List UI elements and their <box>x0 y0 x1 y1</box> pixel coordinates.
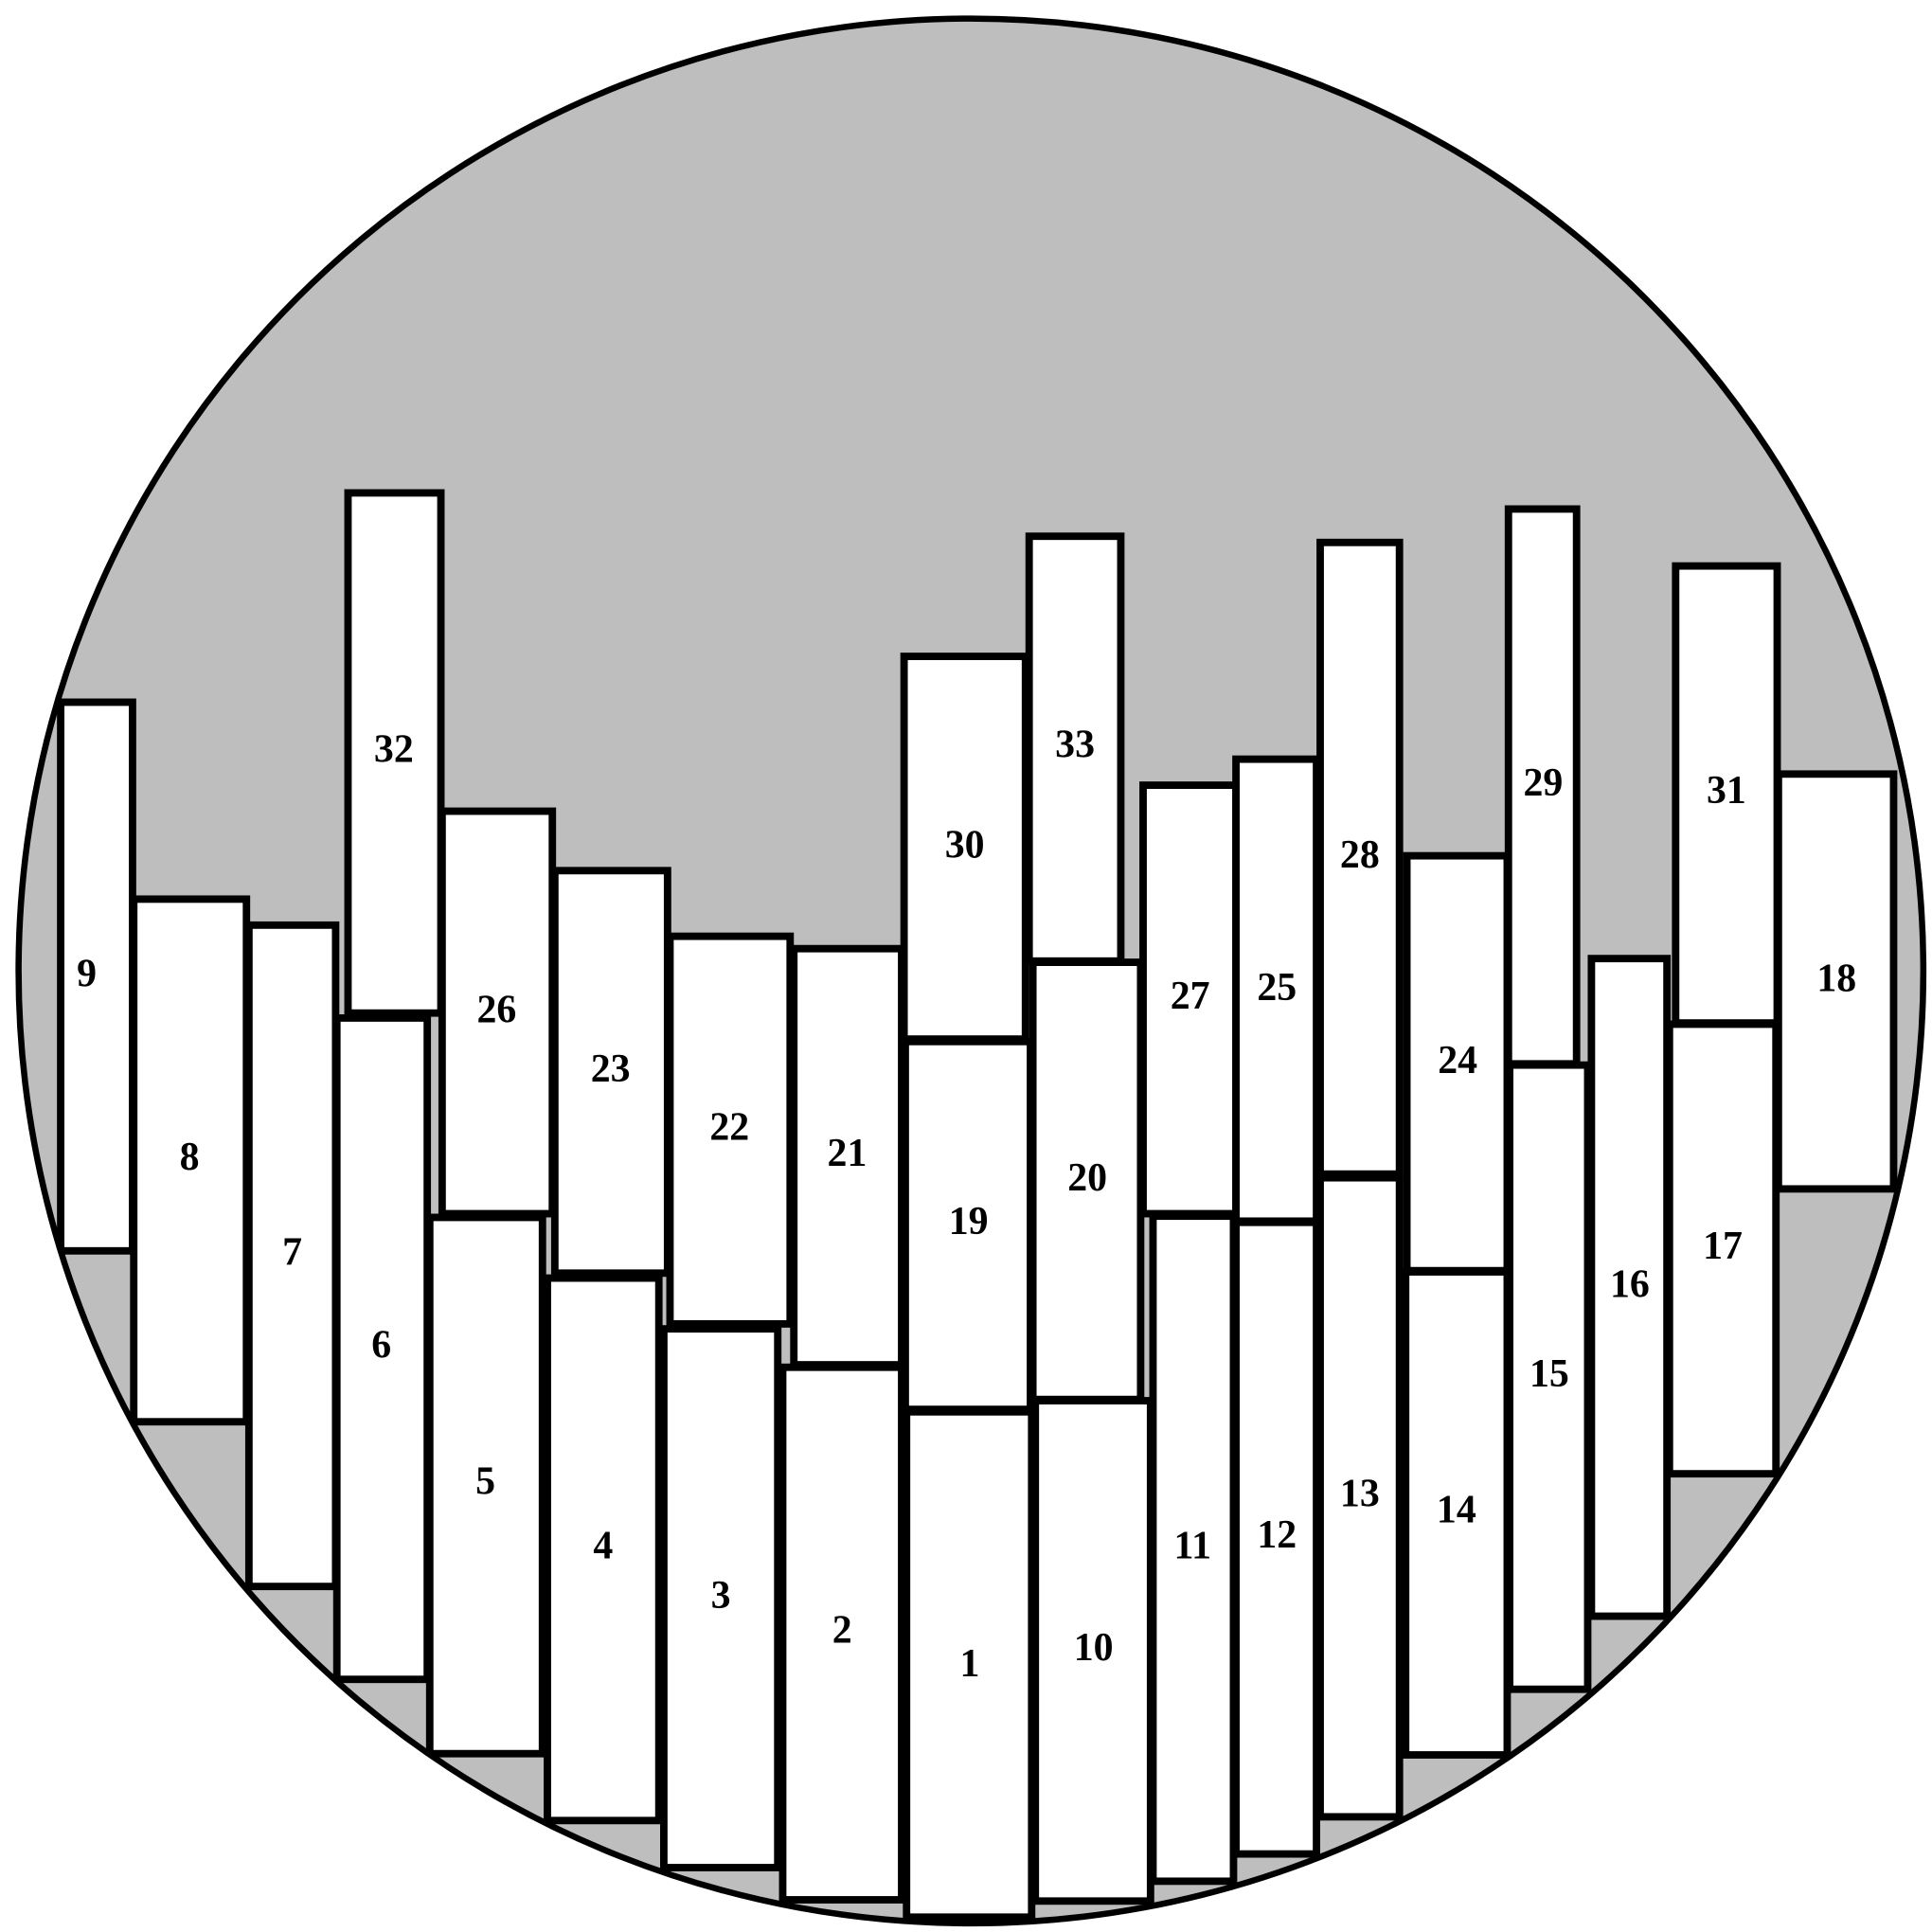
svg-text:27: 27 <box>1171 975 1210 1018</box>
rect-20: 20 <box>1029 958 1145 1404</box>
svg-text:4: 4 <box>593 1525 613 1568</box>
rect-33: 33 <box>1025 532 1125 965</box>
rect-2: 2 <box>778 1363 905 1904</box>
rect-31: 31 <box>1672 562 1781 1028</box>
rect-16: 16 <box>1587 955 1672 1620</box>
svg-text:21: 21 <box>828 1132 868 1175</box>
rect-8: 8 <box>130 895 251 1426</box>
disc-outline <box>15 15 1927 1927</box>
rect-17: 17 <box>1665 1020 1780 1478</box>
rect-13: 13 <box>1316 1173 1404 1821</box>
svg-text:24: 24 <box>1438 1039 1477 1082</box>
svg-text:1: 1 <box>959 1642 979 1686</box>
svg-text:16: 16 <box>1610 1263 1650 1307</box>
svg-text:19: 19 <box>949 1200 989 1243</box>
svg-text:13: 13 <box>1340 1473 1380 1516</box>
rect-21: 21 <box>790 944 905 1368</box>
rect-27: 27 <box>1139 781 1241 1218</box>
rect-3: 3 <box>660 1325 782 1871</box>
rect-1: 1 <box>903 1407 1036 1922</box>
rect-25: 25 <box>1232 755 1320 1225</box>
rect-7: 7 <box>244 921 340 1591</box>
svg-text:15: 15 <box>1530 1352 1569 1396</box>
rect-22: 22 <box>666 932 795 1328</box>
svg-text:11: 11 <box>1174 1525 1212 1568</box>
svg-text:31: 31 <box>1707 769 1746 813</box>
svg-text:29: 29 <box>1523 761 1563 805</box>
svg-text:8: 8 <box>180 1136 200 1179</box>
rect-14: 14 <box>1402 1268 1512 1759</box>
rect-19: 19 <box>902 1037 1034 1414</box>
svg-text:28: 28 <box>1340 833 1380 877</box>
svg-text:7: 7 <box>282 1231 302 1275</box>
rect-32: 32 <box>344 489 445 1017</box>
svg-text:6: 6 <box>371 1324 391 1368</box>
svg-text:9: 9 <box>77 952 97 995</box>
rect-11: 11 <box>1149 1212 1238 1886</box>
rect-5: 5 <box>425 1213 546 1758</box>
svg-text:10: 10 <box>1074 1626 1114 1670</box>
rect-4: 4 <box>544 1274 663 1825</box>
svg-text:3: 3 <box>711 1574 731 1618</box>
rect-24: 24 <box>1403 851 1512 1275</box>
svg-text:17: 17 <box>1703 1225 1743 1268</box>
svg-text:30: 30 <box>945 823 985 867</box>
rect-29: 29 <box>1504 505 1581 1068</box>
rect-30: 30 <box>900 653 1029 1044</box>
svg-text:23: 23 <box>591 1047 631 1091</box>
svg-text:12: 12 <box>1257 1513 1297 1557</box>
rect-28: 28 <box>1316 538 1404 1178</box>
svg-text:33: 33 <box>1055 723 1095 766</box>
svg-text:26: 26 <box>476 988 516 1031</box>
rect-23: 23 <box>550 867 671 1278</box>
rect-12: 12 <box>1232 1218 1320 1858</box>
svg-text:32: 32 <box>374 728 414 772</box>
svg-text:2: 2 <box>832 1608 852 1652</box>
svg-text:5: 5 <box>475 1460 495 1504</box>
rect-18: 18 <box>1774 770 1898 1193</box>
rect-26: 26 <box>438 807 557 1218</box>
svg-text:18: 18 <box>1816 957 1856 1001</box>
rect-9: 9 <box>57 698 136 1255</box>
rect-6: 6 <box>332 1014 432 1684</box>
rect-10: 10 <box>1031 1397 1154 1905</box>
svg-text:14: 14 <box>1437 1489 1476 1532</box>
svg-text:20: 20 <box>1067 1156 1107 1200</box>
rect-15: 15 <box>1506 1061 1592 1693</box>
svg-text:25: 25 <box>1257 966 1297 1010</box>
svg-text:22: 22 <box>709 1106 749 1150</box>
